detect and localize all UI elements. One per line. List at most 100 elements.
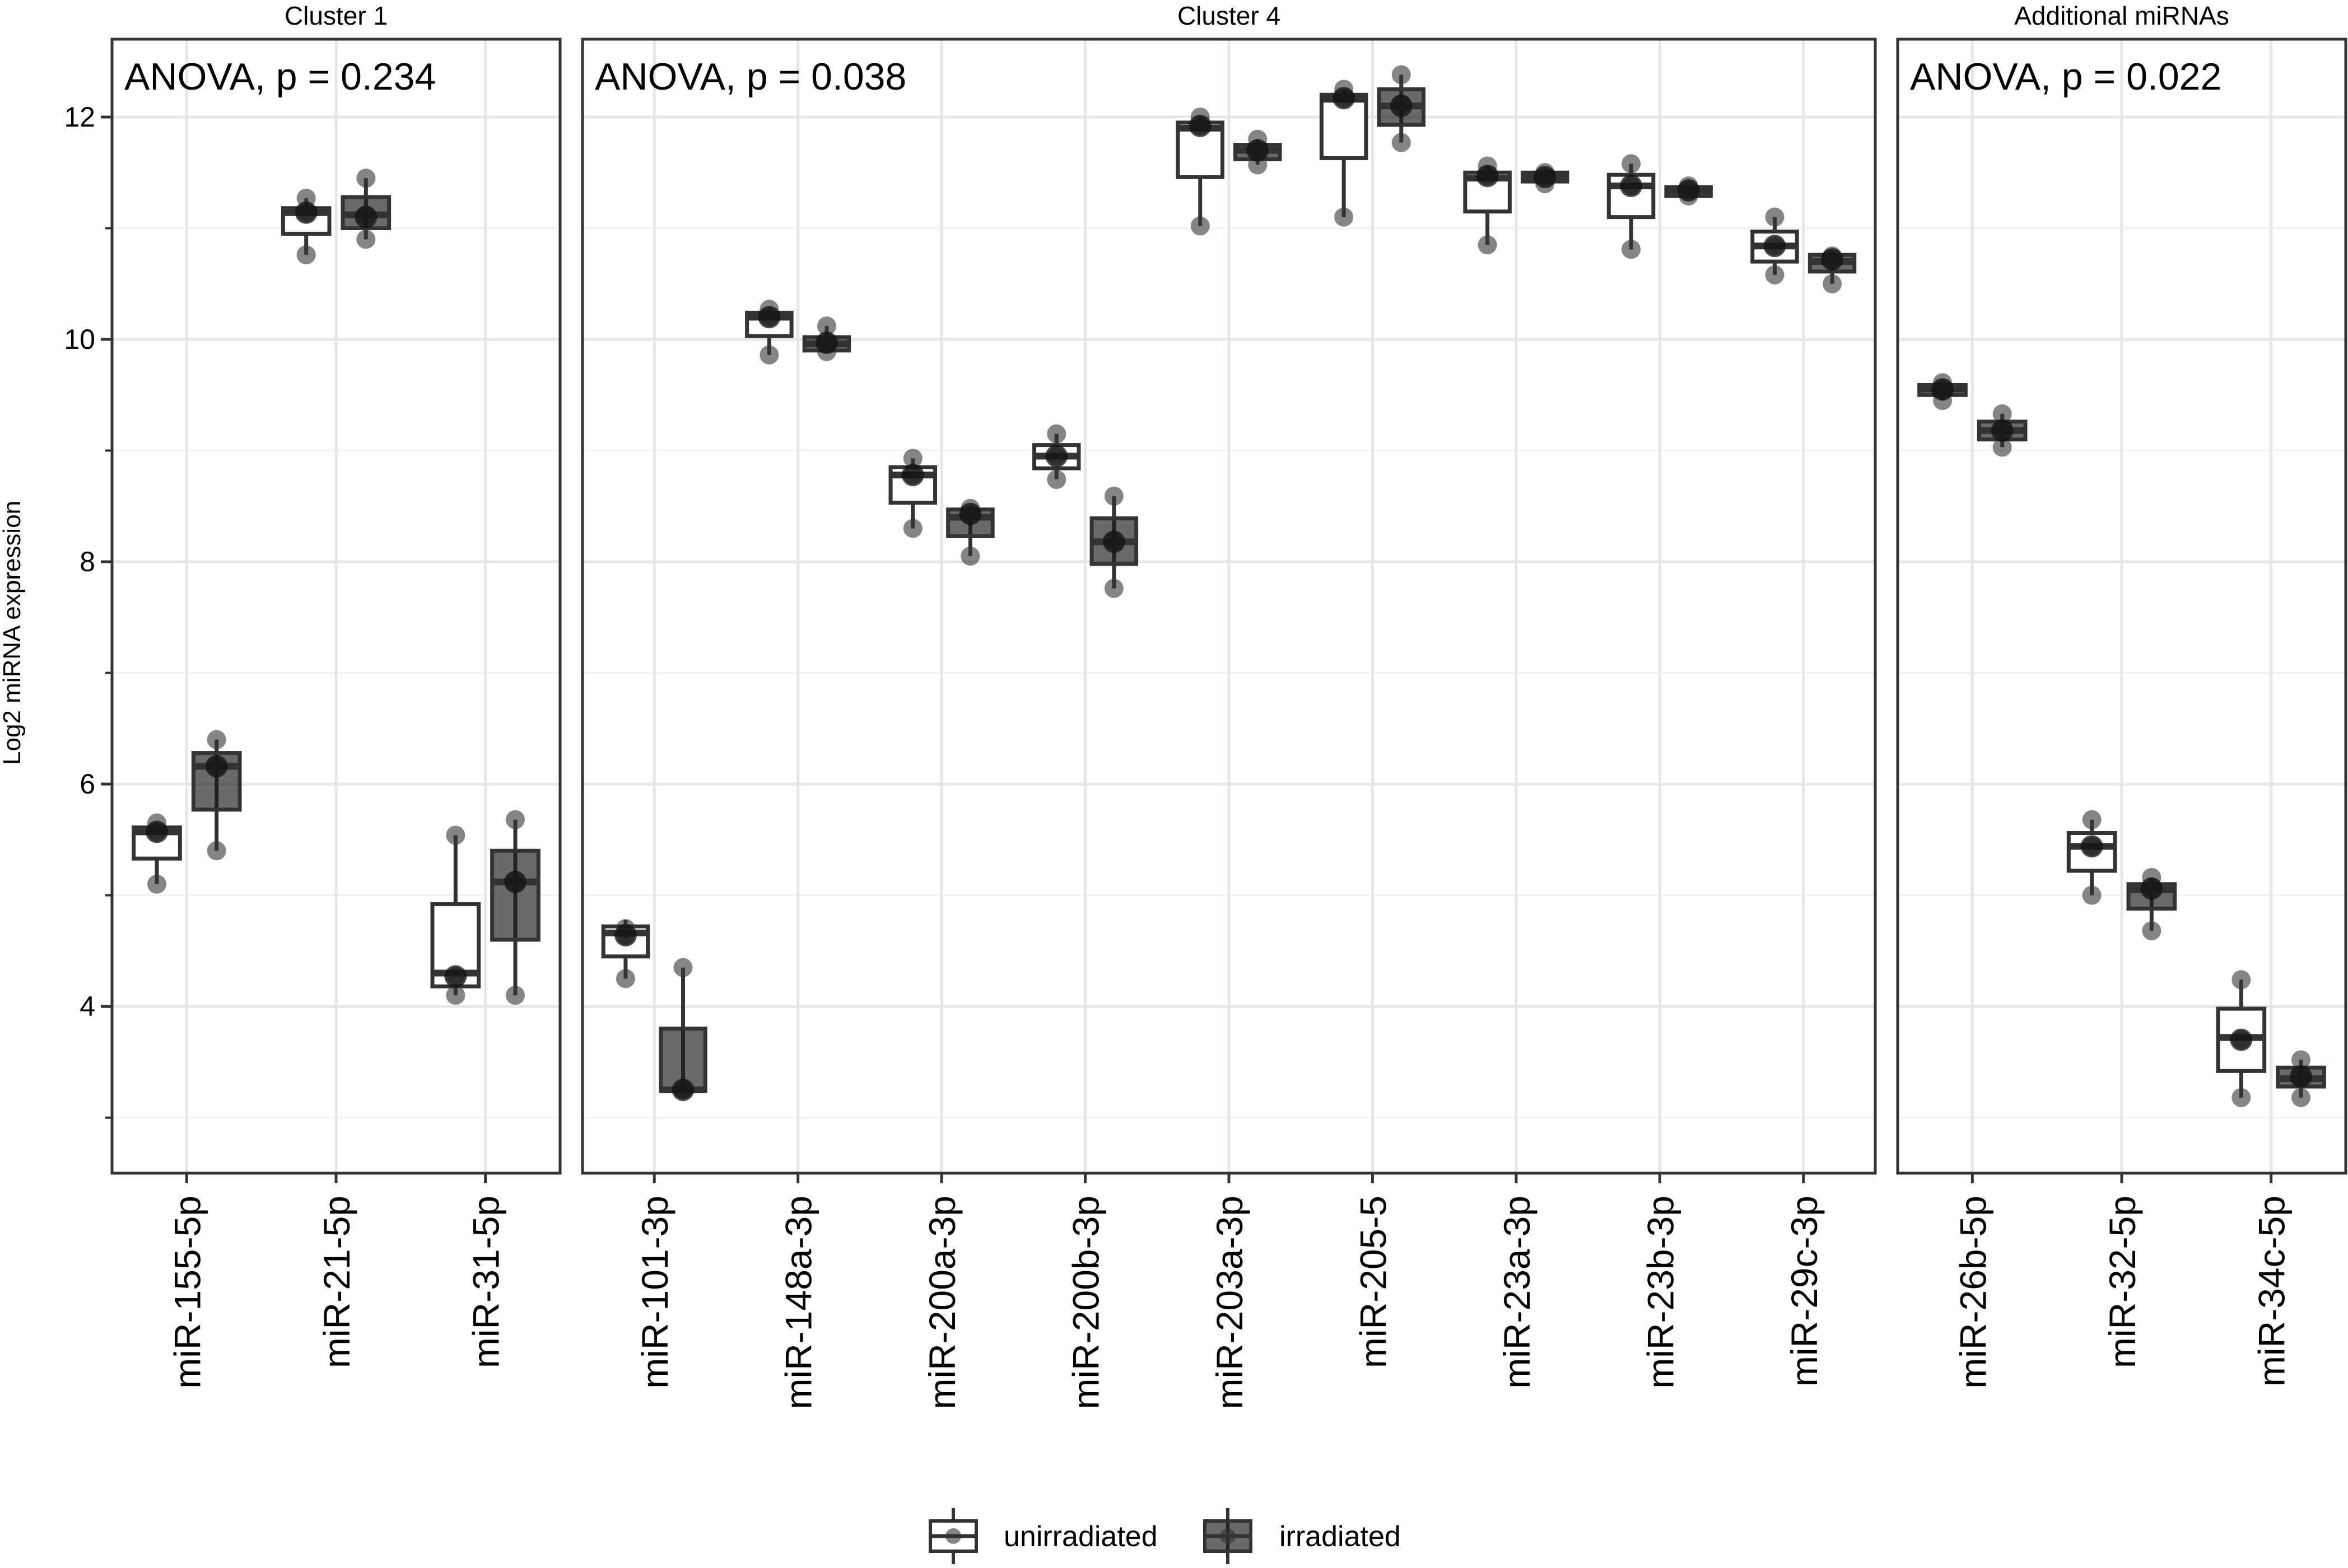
data-point bbox=[2291, 1050, 2310, 1070]
box-irradiated bbox=[490, 810, 541, 1005]
x-tick-label: miR-101-3p bbox=[634, 1196, 675, 1389]
mirna-miR-155-5p: miR-155-5p bbox=[132, 730, 242, 1389]
mirna-miR-200a-3p: miR-200a-3p bbox=[888, 449, 995, 1410]
panel-1: Cluster 1 ANOVA, p = 0.234 miR-155-5p miR-2… bbox=[110, 1, 562, 1389]
data-point bbox=[1823, 274, 1842, 293]
box-irradiated bbox=[1377, 65, 1425, 152]
mirna-miR-23a-3p: miR-23a-3p bbox=[1463, 156, 1569, 1389]
data-point bbox=[1478, 235, 1497, 255]
data-point bbox=[961, 547, 980, 566]
box-unirradiated bbox=[1606, 154, 1656, 259]
mean-point bbox=[2140, 877, 2163, 900]
box-unirradiated bbox=[2216, 970, 2267, 1107]
data-point bbox=[356, 169, 376, 188]
box-unirradiated bbox=[281, 188, 332, 265]
box-unirradiated bbox=[1463, 156, 1512, 255]
mirna-miR-21-5p: miR-21-5p bbox=[281, 169, 392, 1368]
box-irradiated bbox=[802, 316, 851, 361]
mirna-miR-31-5p: miR-31-5p bbox=[430, 810, 541, 1368]
mean-point bbox=[1333, 87, 1355, 110]
legend-item-irradiated: irradiated bbox=[1203, 1508, 1401, 1564]
x-tick-label: miR-23a-3p bbox=[1496, 1196, 1538, 1389]
panel-border bbox=[110, 38, 562, 1175]
x-tick-label: miR-31-5p bbox=[465, 1196, 507, 1368]
x-tick-label: miR-200b-3p bbox=[1065, 1196, 1107, 1410]
y-axis-label: Log2 miRNA expression bbox=[0, 501, 26, 765]
x-tick-label: miR-203a-3p bbox=[1209, 1196, 1250, 1410]
box-irradiated bbox=[1807, 246, 1857, 293]
box-irradiated bbox=[1664, 176, 1713, 206]
data-point bbox=[1334, 207, 1354, 227]
mean-point bbox=[1763, 235, 1786, 258]
box-irradiated bbox=[659, 958, 707, 1102]
mean-point bbox=[504, 870, 527, 893]
data-point bbox=[1765, 207, 1785, 227]
panel-strip-title: Cluster 4 bbox=[1177, 1, 1280, 30]
data-point bbox=[1622, 240, 1641, 259]
box-unirradiated bbox=[888, 449, 938, 538]
data-point bbox=[1391, 65, 1411, 85]
mean-point bbox=[1102, 530, 1125, 553]
legend-label: unirradiated bbox=[1004, 1520, 1158, 1553]
data-point bbox=[1190, 216, 1210, 236]
mean-point bbox=[1821, 248, 1844, 271]
y-tick-label: 4 bbox=[80, 991, 95, 1022]
box-rect bbox=[490, 848, 541, 942]
box-unirradiated bbox=[430, 825, 481, 1005]
y-tick-label: 8 bbox=[80, 546, 95, 577]
data-point bbox=[616, 969, 635, 988]
box-irradiated bbox=[191, 730, 242, 861]
data-point bbox=[1047, 470, 1066, 489]
data-point bbox=[2082, 885, 2102, 905]
data-point bbox=[2082, 810, 2102, 829]
x-tick-label: miR-148a-3p bbox=[778, 1196, 819, 1410]
data-point bbox=[1047, 424, 1066, 444]
mean-point bbox=[444, 965, 467, 988]
panel-2: Cluster 4 ANOVA, p = 0.038 miR-101-3p miR-1… bbox=[581, 1, 1877, 1410]
data-point bbox=[1992, 404, 2012, 424]
panel-border bbox=[1896, 38, 2347, 1175]
legend-item-unirradiated: unirradiated bbox=[929, 1508, 1158, 1564]
mean-point bbox=[1534, 166, 1557, 189]
mean-point bbox=[205, 755, 228, 778]
x-tick-label: miR-155-5p bbox=[166, 1196, 208, 1389]
mirna-miR-148a-3p: miR-148a-3p bbox=[745, 300, 851, 1410]
mirna-miR-205-5: miR-205-5 bbox=[1319, 65, 1425, 1368]
mean-point bbox=[355, 206, 378, 228]
box-irradiated bbox=[2126, 867, 2177, 941]
box-unirradiated bbox=[1750, 207, 1799, 284]
panel-border bbox=[581, 38, 1877, 1175]
legend-key-point bbox=[945, 1528, 961, 1544]
box-unirradiated bbox=[1176, 107, 1224, 236]
data-point bbox=[446, 825, 465, 845]
mean-point bbox=[1390, 95, 1413, 118]
mirna-miR-101-3p: miR-101-3p bbox=[601, 919, 707, 1389]
data-point bbox=[903, 449, 923, 468]
data-point bbox=[506, 986, 525, 1005]
y-tick-label: 12 bbox=[64, 101, 95, 133]
x-tick-label: miR-200a-3p bbox=[921, 1196, 963, 1410]
data-point bbox=[817, 316, 836, 336]
y-axis: 4 6 8 10 12 bbox=[64, 101, 112, 1119]
y-tick-label: 6 bbox=[80, 768, 95, 800]
legend-label: irradiated bbox=[1279, 1520, 1401, 1553]
box-irradiated bbox=[1233, 129, 1282, 175]
data-point bbox=[207, 841, 226, 861]
data-point bbox=[1622, 154, 1641, 174]
box-unirradiated bbox=[132, 813, 182, 894]
data-point bbox=[356, 230, 376, 249]
anova-annotation: ANOVA, p = 0.038 bbox=[595, 55, 906, 98]
data-point bbox=[1104, 486, 1124, 506]
box-unirradiated bbox=[601, 919, 650, 988]
data-point bbox=[903, 519, 923, 538]
x-tick-label: miR-23b-3p bbox=[1639, 1196, 1681, 1389]
box-unirradiated bbox=[2066, 810, 2117, 905]
data-point bbox=[2231, 970, 2251, 990]
data-point bbox=[296, 245, 316, 265]
box-unirradiated bbox=[745, 300, 794, 365]
box-irradiated bbox=[1520, 163, 1569, 194]
legend-key-point bbox=[1220, 1528, 1236, 1544]
data-point bbox=[673, 958, 693, 977]
data-point bbox=[760, 345, 779, 365]
data-point bbox=[2231, 1088, 2251, 1107]
